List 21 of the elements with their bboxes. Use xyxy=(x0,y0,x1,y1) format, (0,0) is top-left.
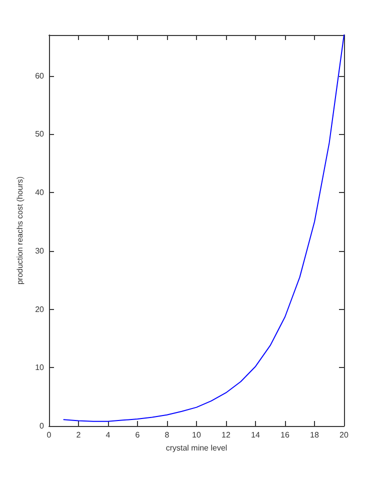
x-tick-label: 20 xyxy=(340,430,349,440)
y-tick-label: 0 xyxy=(40,422,45,430)
y-tick-label: 20 xyxy=(35,304,45,314)
x-tick-label: 6 xyxy=(135,430,140,440)
x-tick-label: 2 xyxy=(76,430,82,440)
x-tick-label: 12 xyxy=(222,430,231,440)
x-tick-label: 18 xyxy=(310,430,320,440)
x-tick-label: 8 xyxy=(164,430,170,440)
x-tick-label: 14 xyxy=(251,430,260,440)
x-tick-label: 0 xyxy=(46,430,52,440)
y-tick-label: 40 xyxy=(35,188,45,198)
x-tick-label: 4 xyxy=(106,430,111,440)
line-series xyxy=(63,34,344,422)
x-tick-label: 16 xyxy=(280,430,290,440)
x-tick-label: 10 xyxy=(192,430,202,440)
y-axis-title: production reachs cost (hours) xyxy=(16,176,25,285)
y-tick-label: 10 xyxy=(35,363,45,372)
y-tick-label: 30 xyxy=(35,246,45,256)
y-tick-label: 50 xyxy=(35,130,45,139)
x-axis-title: crystal mine level xyxy=(166,443,228,452)
y-tick-label: 60 xyxy=(35,71,45,80)
